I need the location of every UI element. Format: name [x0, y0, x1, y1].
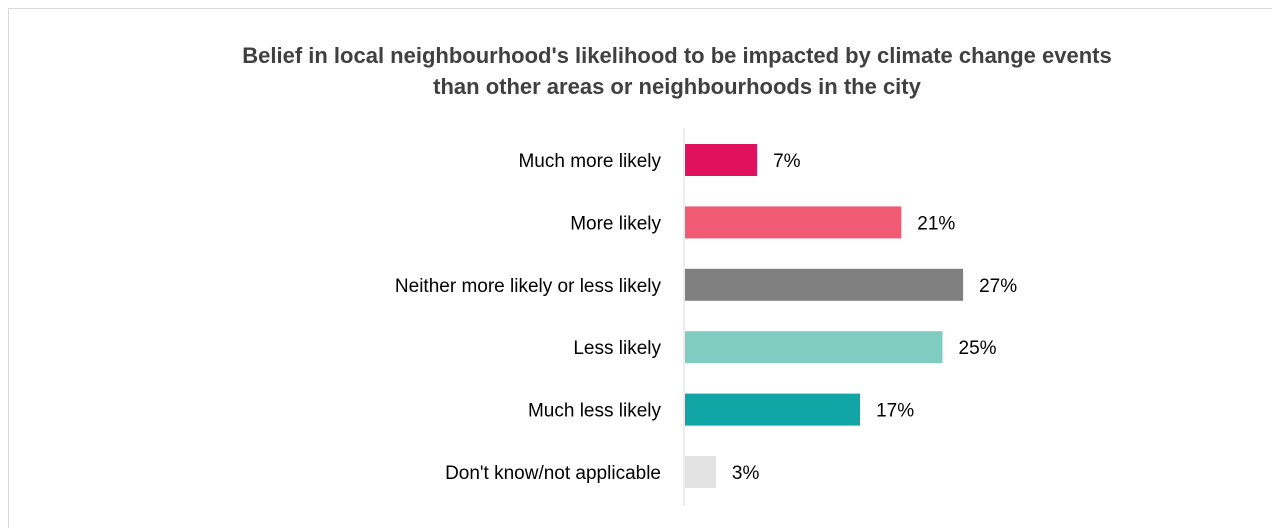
category-label-2: Neither more likely or less likely [395, 276, 662, 297]
category-label-3: Less likely [573, 338, 661, 359]
value-label-0: 7% [773, 151, 801, 172]
value-label-2: 27% [979, 276, 1017, 297]
value-label-5: 3% [732, 463, 760, 484]
category-label-1: More likely [570, 213, 661, 234]
bar-1 [685, 206, 902, 239]
category-label-4: Much less likely [528, 401, 662, 422]
chart-title-line-1: Belief in local neighbourhood's likeliho… [242, 43, 1112, 68]
category-label-5: Don't know/not applicable [445, 463, 661, 484]
value-label-3: 25% [959, 338, 997, 359]
value-label-4: 17% [876, 401, 914, 422]
chart-title-line-2: than other areas or neighbourhoods in th… [433, 74, 921, 99]
value-label-1: 21% [917, 213, 955, 234]
category-label-0: Much more likely [518, 151, 661, 172]
bar-3 [685, 331, 943, 364]
chart-frame [8, 8, 1272, 528]
chart-marks: Much more likely 7% More likely 21% Neither … [395, 144, 1017, 488]
bar-5 [685, 456, 716, 488]
chart-title: Belief in local neighbourhood's likeliho… [0, 40, 1272, 102]
bar-4 [685, 393, 861, 426]
bar-2 [685, 268, 964, 301]
bar-0 [685, 144, 758, 176]
